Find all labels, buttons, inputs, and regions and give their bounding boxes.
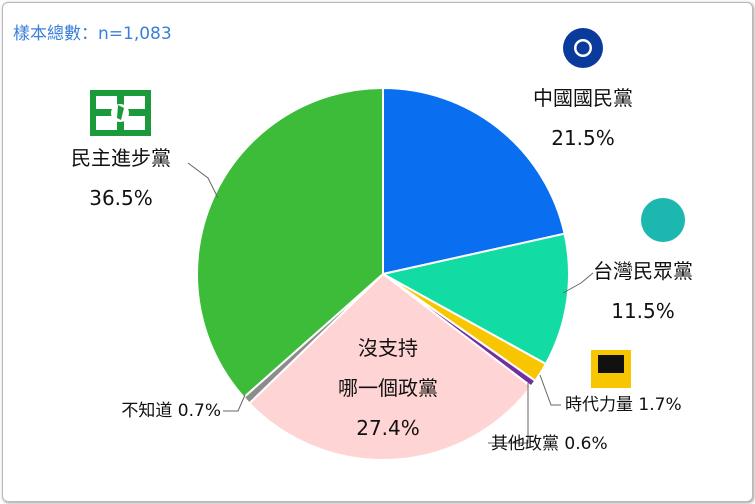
category-label: 台灣民眾黨 [593,259,693,283]
category-label: 民主進步黨 [71,146,171,170]
npp-logo [591,350,631,388]
value-label: 21.5% [551,126,615,150]
category-label: 沒支持 哪一個政黨 [338,336,438,400]
slice-label: 不知道 0.7% [121,400,221,422]
category-label: 中國國民黨 [533,86,633,110]
value-label: 0.6% [564,434,608,454]
leaders [187,162,594,444]
leader-line [223,394,246,412]
slice [247,272,533,461]
value-label: 1.7% [638,395,682,415]
slice [196,86,384,399]
slice-label: 中國國民黨 21.5% [483,78,683,158]
slice-label: 台灣民眾黨 11.5% [543,251,743,331]
leader-line [562,272,594,294]
sample-size: 樣本總數：n=1,083 [13,24,172,44]
slice-label: 沒支持 哪一個政黨 27.4% [288,328,488,448]
slice-label: 民主進步黨 36.5% [21,138,221,218]
slice [380,232,570,366]
slice-label: 其他政黨 0.6% [491,433,608,455]
value-label: 0.7% [177,401,221,421]
category-label: 不知道 [121,401,173,421]
dpp-logo [90,90,151,136]
value-label: 11.5% [611,299,675,323]
pie-canvas [90,28,685,461]
slice-label: 時代力量 1.7% [565,394,682,416]
category-label: 時代力量 [565,395,633,415]
leader-line [488,383,529,444]
value-label: 36.5% [89,186,153,210]
leader-line [187,162,219,199]
value-label: 27.4% [356,416,420,440]
tpp-logo [641,198,685,242]
category-label: 其他政黨 [491,434,559,454]
leader-line [539,374,561,406]
kmt-logo [563,28,603,68]
slice [382,86,566,276]
